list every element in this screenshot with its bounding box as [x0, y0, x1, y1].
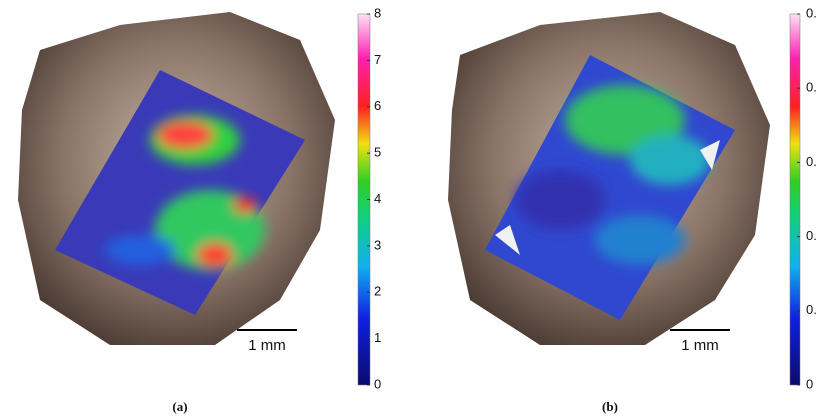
colorbar-tick-label: 2 [374, 284, 381, 299]
panel-label: (a) [172, 399, 187, 414]
colorbar-tick-label: 3 [374, 237, 381, 252]
colorbar-tick-label: 8 [374, 5, 381, 20]
panel-a: 1 mm (a) [18, 12, 371, 414]
colorbar-tick-label: 6 [374, 98, 381, 113]
colorbar-tick-label: 0.4 [806, 80, 817, 95]
colorbar-tick-label: 7 [374, 52, 381, 67]
colorbar-tick-label: 1 [374, 330, 381, 345]
colorbar-tick-label: 0.1 [806, 302, 817, 317]
scale-label: 1 mm [248, 337, 286, 354]
colorbar-tick-label: 0 [806, 376, 813, 391]
colorbar-tick-label: 5 [374, 145, 381, 160]
colorbar [789, 13, 801, 386]
heatmap [485, 55, 735, 320]
colorbar-tick-label: 0 [374, 376, 381, 391]
colorbar-tick-label: 0.2 [806, 228, 817, 243]
colorbar-tick-label: 0.5 [806, 5, 817, 20]
panel-label: (b) [602, 399, 618, 414]
colorbar-tick-label: 4 [374, 191, 381, 206]
colorbar-tick-label: 0.3 [806, 154, 817, 169]
panel-b: 1 mm (b) [448, 12, 801, 414]
heatmap [55, 70, 305, 315]
scale-label: 1 mm [681, 337, 719, 354]
